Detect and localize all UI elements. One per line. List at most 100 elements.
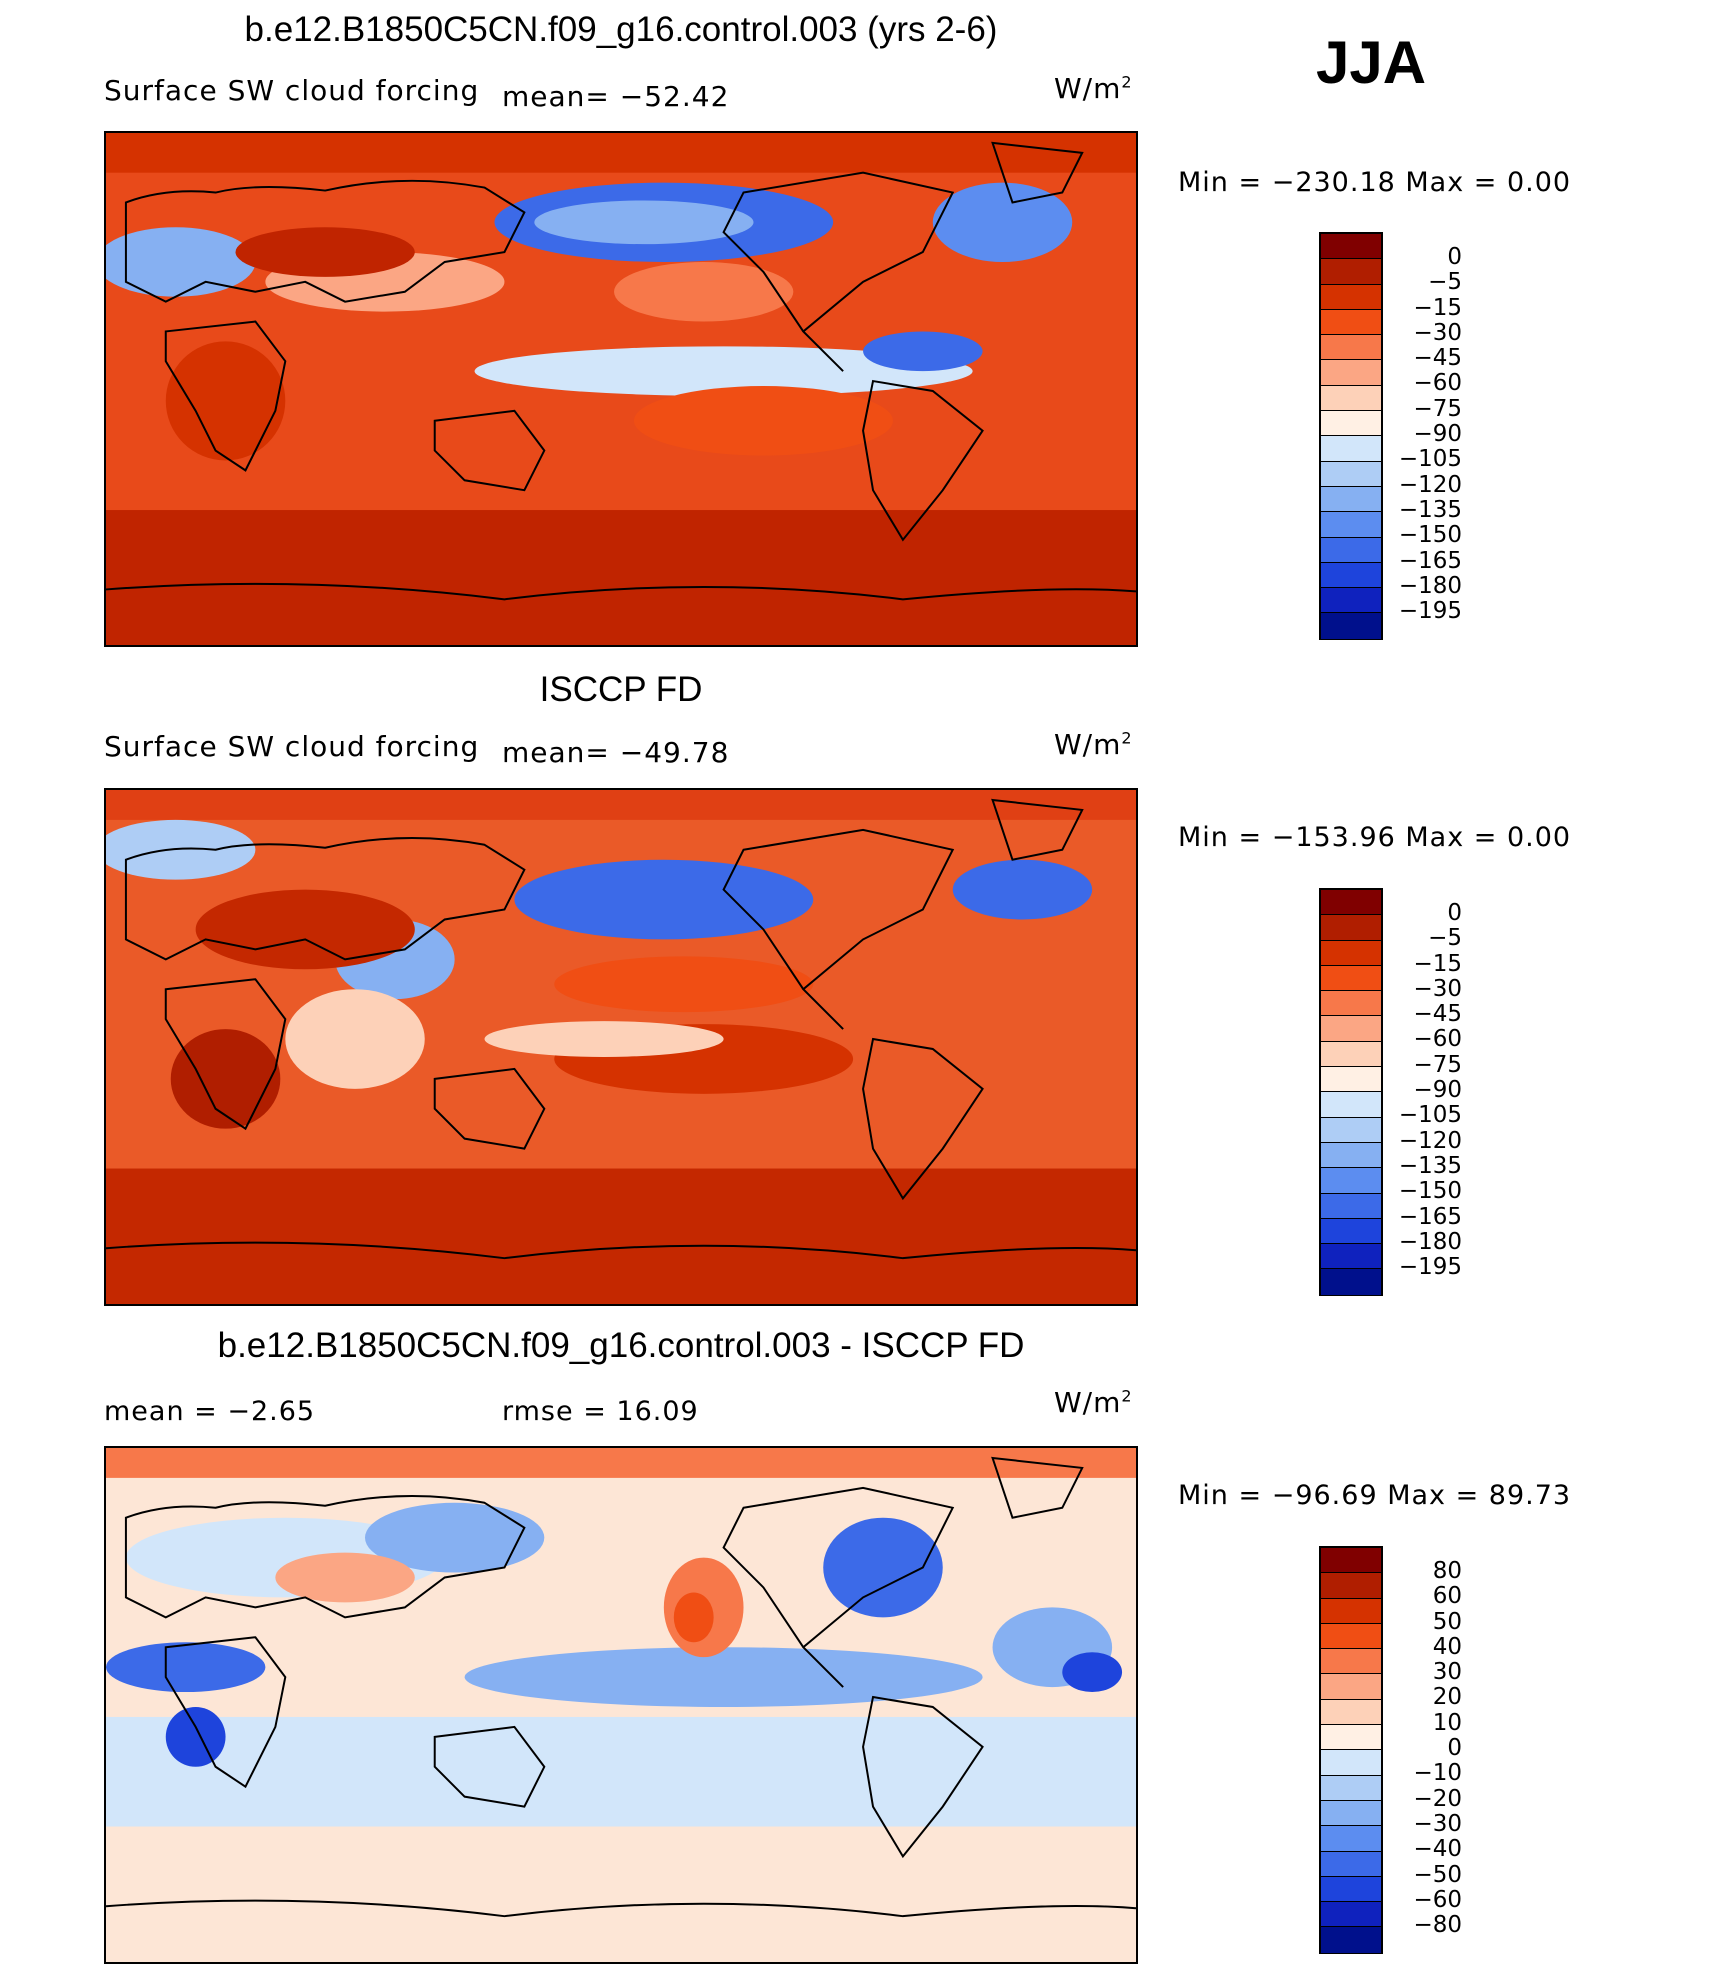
colorbar-tick-label: −60: [1413, 370, 1462, 397]
colorbar-tick-label: 0: [1447, 900, 1462, 926]
panel-3-title: b.e12.B1850C5CN.f09_g16.control.003 - IS…: [217, 1326, 1025, 1365]
colorbar-tick-label: 10: [1432, 1709, 1462, 1736]
colorbar-tick-label: −30: [1413, 975, 1462, 1002]
colorbar-tick-label: −60: [1413, 1026, 1462, 1053]
itcz-band: [474, 346, 973, 396]
colorbar-tick-label: −5: [1428, 925, 1462, 952]
colorbar-tick-label: −90: [1413, 421, 1462, 448]
colorbar-tick-label: −5: [1428, 269, 1462, 296]
colorbar-tick-label: −195: [1398, 598, 1462, 625]
colorbar-tick-label: 0: [1447, 1735, 1462, 1762]
colorbar-tick-label: −105: [1398, 446, 1462, 473]
colorbar-tick-label: 30: [1432, 1659, 1462, 1686]
southern-band: [106, 510, 1136, 645]
colorbar-tick-label: 0: [1447, 244, 1462, 270]
panel-1-map: [104, 131, 1138, 647]
colorbar-tick-label: −40: [1413, 1836, 1462, 1863]
colorbar-tick-label: −195: [1398, 1254, 1462, 1281]
colorbar-tick-label: −30: [1413, 319, 1462, 346]
north-atlantic-cloud: [932, 182, 1073, 262]
panel-2-map: [104, 788, 1138, 1306]
panel-3-units: W/m2: [1054, 1386, 1133, 1419]
colorbar-tick-label: −15: [1413, 294, 1462, 321]
colorbar-tick-label: −120: [1398, 1127, 1462, 1154]
eurasia-coastline: [124, 179, 526, 303]
panel-2-units: W/m2: [1054, 728, 1133, 761]
africa-coastline: [164, 320, 287, 472]
colorbar-tick-label: −75: [1413, 395, 1462, 422]
panel-1-colorbar: [1319, 232, 1383, 640]
colorbar-tick-label: −90: [1413, 1077, 1462, 1104]
southern-band: [106, 1168, 1136, 1304]
panel-3-colorbar: [1319, 1546, 1383, 1954]
colorbar-tick-label: −165: [1398, 547, 1462, 574]
panel-2-title: ISCCP FD: [539, 670, 703, 709]
south-america-coastline: [862, 1037, 984, 1201]
colorbar-tick-label: −45: [1413, 1001, 1462, 1028]
colorbar-tick-label: 60: [1432, 1583, 1462, 1610]
colorbar-tick-label: −45: [1413, 345, 1462, 372]
colorbar-tick-label: −105: [1398, 1102, 1462, 1129]
antarctica-coastline: [106, 1241, 1136, 1260]
panel-1-variable: Surface SW cloud forcing: [104, 74, 480, 107]
eurasia-coastline: [124, 837, 526, 961]
panel-3-mean: mean = −2.65: [104, 1396, 316, 1427]
colorbar-tick-label: −150: [1398, 1178, 1462, 1205]
antarctica-coastline: [106, 1899, 1136, 1918]
colorbar-tick-label: −80: [1413, 1912, 1462, 1939]
panel-3-colorbar-labels: 80 60 50 40 30 20 10 0 −10 −20 −30 −40 −50 −60 …: [1392, 1558, 1462, 1939]
south-america-coastline: [862, 379, 984, 542]
panel-3-map: [104, 1446, 1138, 1964]
colorbar-tick-label: −75: [1413, 1051, 1462, 1078]
itcz-band: [464, 1647, 983, 1707]
north-america-coastline: [722, 171, 955, 372]
australia-coastline: [433, 409, 546, 492]
antarctica-coastline: [106, 582, 1136, 601]
colorbar-tick-label: −60: [1413, 1886, 1462, 1913]
colorbar-tick-label: −15: [1413, 950, 1462, 977]
colorbar-tick-label: 80: [1432, 1558, 1462, 1584]
eurasia-coastline: [124, 1495, 526, 1619]
panel-3-rmse: rmse = 16.09: [502, 1396, 699, 1427]
greenland-coastline: [991, 141, 1084, 204]
panel-1-minmax: Min = −230.18 Max = 0.00: [1178, 167, 1572, 198]
africa-coastline: [164, 978, 287, 1131]
panel-1-title: b.e12.B1850C5CN.f09_g16.control.003 (yrs…: [244, 10, 998, 49]
colorbar-tick-label: 40: [1432, 1633, 1462, 1660]
colorbar-tick-label: −135: [1398, 496, 1462, 523]
panel-2-variable: Surface SW cloud forcing: [104, 730, 480, 763]
australia-coastline: [433, 1725, 546, 1808]
panel-1-colorbar-labels: 0 −5 −15 −30 −45 −60 −75 −90 −105 −120 −135 −1…: [1392, 244, 1462, 625]
panel-2-map-svg: [106, 790, 1136, 1304]
panel-1-units: W/m2: [1054, 72, 1133, 105]
panel-2-mean: mean= −49.78: [502, 736, 730, 769]
colorbar-tick-label: −10: [1413, 1760, 1462, 1787]
north-pacific-cloud: [514, 859, 814, 940]
north-america-coastline: [722, 828, 955, 1030]
colorbar-tick-label: −20: [1413, 1785, 1462, 1812]
colorbar-tick-label: −180: [1398, 572, 1462, 599]
north-atlantic-cloud: [952, 859, 1093, 920]
australia-coastline: [433, 1067, 546, 1150]
greenland-coastline: [991, 1456, 1084, 1519]
africa-coastline: [164, 1636, 287, 1789]
colorbar-tick-label: −150: [1398, 522, 1462, 549]
colorbar-tick-label: −50: [1413, 1861, 1462, 1888]
colorbar-tick-label: −180: [1398, 1228, 1462, 1255]
colorbar-tick-label: 20: [1432, 1684, 1462, 1711]
north-america-coastline: [722, 1486, 955, 1688]
greenland-coastline: [991, 798, 1084, 861]
panel-2-minmax: Min = −153.96 Max = 0.00: [1178, 822, 1572, 853]
colorbar-tick-label: −30: [1413, 1810, 1462, 1837]
panel-1-mean: mean= −52.42: [502, 80, 730, 113]
panel-2-colorbar: [1319, 888, 1383, 1296]
south-america-coastline: [862, 1695, 984, 1859]
panel-1-map-svg: [106, 133, 1136, 645]
season-label: JJA: [1316, 29, 1427, 96]
southern-ocean-band: [106, 1716, 1136, 1827]
colorbar-tick-label: 50: [1432, 1608, 1462, 1635]
arctic-band: [106, 1448, 1136, 1478]
panel-3-map-svg: [106, 1448, 1136, 1962]
arctic-band: [106, 133, 1136, 173]
colorbar-tick-label: −165: [1398, 1203, 1462, 1230]
